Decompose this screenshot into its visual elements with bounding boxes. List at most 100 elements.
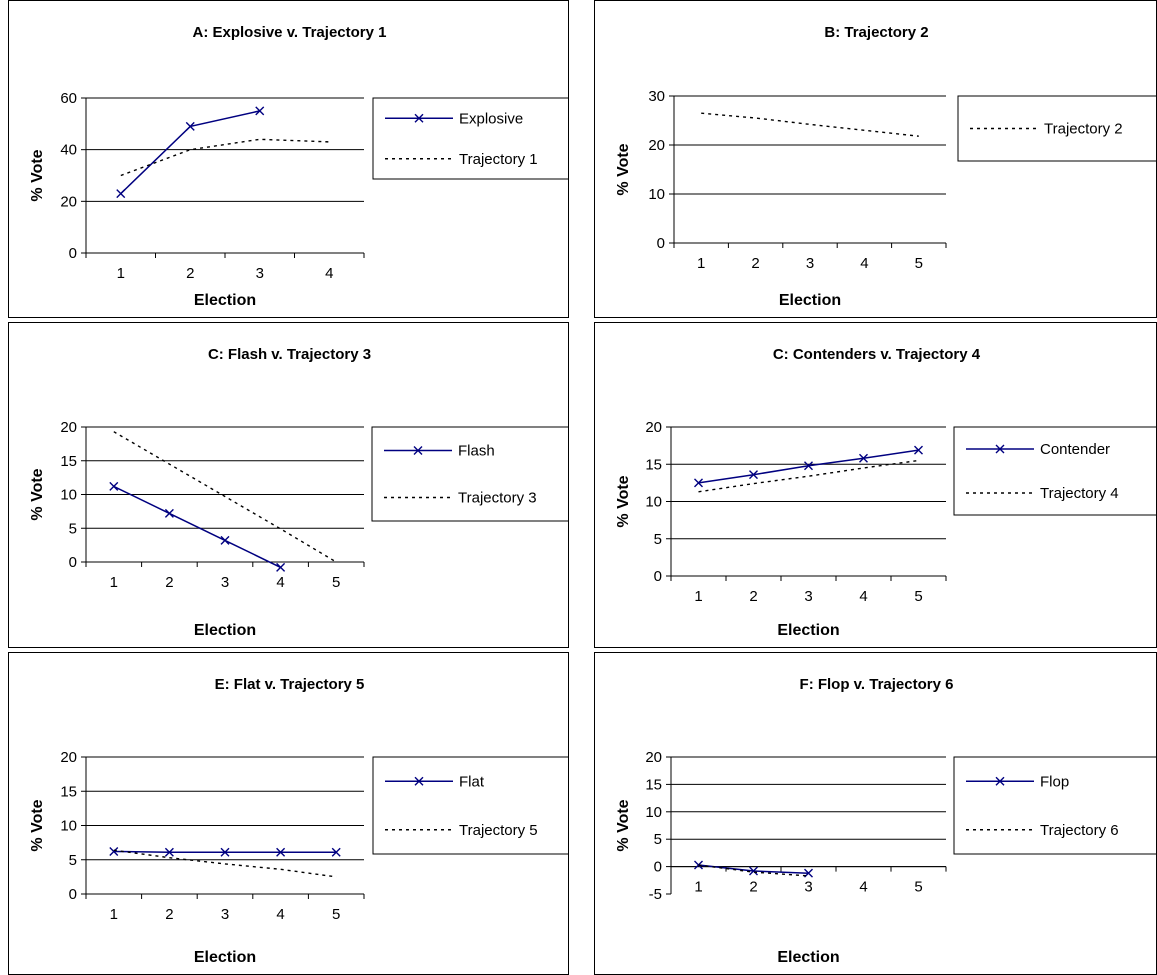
y-tick-label: 5 [69, 520, 77, 537]
y-tick-label: 0 [69, 886, 77, 903]
x-axis-title: Election [194, 622, 256, 639]
chart-svg-2: B: Trajectory 2 0 10 20 30 1 2 3 4 5 Election % Vot… [615, 24, 1156, 309]
x-tick-label: 2 [186, 265, 194, 282]
y-tick-label: 20 [645, 419, 662, 436]
y-tick-label: 10 [60, 818, 77, 835]
y-tick-label: -5 [649, 886, 662, 903]
x-axis-title: Election [779, 292, 841, 309]
x-tick-label: 1 [110, 906, 118, 923]
legend-label-trajectory-4: Trajectory 4 [1040, 485, 1119, 502]
x-tick-label: 5 [914, 588, 922, 605]
x-tick-label: 3 [806, 255, 814, 272]
legend-label-trajectory-6: Trajectory 6 [1040, 822, 1119, 839]
chart-panel-3: C: Flash v. Trajectory 3 0 5 10 15 20 1 2 3 4 5 Ele… [8, 322, 569, 648]
legend-label-trajectory-5: Trajectory 5 [459, 822, 538, 839]
chart-svg-4: C: Contenders v. Trajectory 4 0 5 10 15 20 1 2 3… [615, 346, 1156, 639]
y-tick-label: 15 [60, 783, 77, 800]
legend-marker-flat [414, 776, 424, 786]
data-point-contender [694, 478, 703, 488]
x-tick-label: 5 [915, 255, 923, 272]
chart-title: E: Flat v. Trajectory 5 [215, 676, 365, 693]
x-tick-label: 2 [165, 574, 173, 591]
y-tick-label: 5 [654, 831, 662, 848]
data-point-flop [749, 866, 758, 876]
y-axis-title: % Vote [29, 149, 46, 201]
data-point-flash [164, 508, 174, 518]
y-tick-label: 60 [60, 90, 77, 107]
x-tick-label: 3 [221, 574, 229, 591]
legend-box [371, 426, 568, 522]
x-axis-title: Election [194, 292, 256, 309]
y-tick-label: 10 [60, 487, 77, 504]
x-tick-label: 4 [276, 574, 284, 591]
y-tick-label: 0 [69, 554, 77, 571]
legend-label-flat: Flat [459, 773, 485, 790]
x-tick-label: 1 [697, 255, 705, 272]
x-tick-label: 2 [749, 879, 757, 896]
chart-svg-6: F: Flop v. Trajectory 6 -5 0 5 10 15 20 1 2 3 4 5 El… [615, 676, 1156, 966]
x-tick-label: 5 [332, 906, 340, 923]
x-axis-title: Election [777, 622, 839, 639]
legend-box [953, 426, 1156, 516]
series-line-trajectory-2 [701, 112, 919, 137]
chart-title: C: Contenders v. Trajectory 4 [773, 346, 981, 363]
legend-box [372, 756, 568, 855]
y-tick-label: 20 [60, 193, 77, 210]
chart-title: B: Trajectory 2 [824, 24, 928, 41]
y-tick-label: 15 [645, 776, 662, 793]
y-tick-label: 40 [60, 142, 77, 159]
series-line-explosive [120, 110, 260, 195]
data-point-flash [276, 562, 286, 572]
y-tick-label: 5 [69, 852, 77, 869]
x-tick-label: 3 [221, 906, 229, 923]
data-point-explosive [116, 189, 126, 199]
legend-label-trajectory-1: Trajectory 1 [459, 151, 538, 168]
y-tick-label: 30 [648, 88, 665, 105]
chart-title: F: Flop v. Trajectory 6 [800, 676, 954, 693]
y-tick-label: 5 [654, 531, 662, 548]
y-tick-label: 20 [645, 749, 662, 766]
y-tick-label: 15 [60, 453, 77, 470]
data-point-flat [331, 847, 341, 857]
y-tick-label: 0 [654, 568, 662, 585]
chart-panel-2: B: Trajectory 2 0 10 20 30 1 2 3 4 5 Election % Vot… [594, 0, 1157, 318]
legend-box [372, 97, 568, 180]
chart-svg-3: C: Flash v. Trajectory 3 0 5 10 15 20 1 2 3 4 5 Ele… [29, 346, 568, 639]
chart-svg-5: E: Flat v. Trajectory 5 0 5 10 15 20 1 2 3 4 5 Elec… [29, 676, 568, 966]
y-tick-label: 0 [657, 235, 665, 252]
y-axis-title: % Vote [615, 143, 632, 195]
x-tick-label: 2 [165, 906, 173, 923]
y-tick-label: 10 [645, 494, 662, 511]
y-axis-title: % Vote [29, 468, 46, 520]
legend-label-flop: Flop [1040, 773, 1069, 790]
legend-label-trajectory-3: Trajectory 3 [458, 490, 537, 507]
y-axis-title: % Vote [615, 475, 632, 527]
data-point-flat [164, 847, 174, 857]
x-tick-label: 1 [694, 588, 702, 605]
y-tick-label: 0 [654, 859, 662, 876]
data-point-explosive [255, 106, 265, 116]
y-axis-title: % Vote [615, 799, 632, 851]
x-tick-label: 1 [694, 879, 702, 896]
y-tick-label: 15 [645, 456, 662, 473]
legend-label-trajectory-2: Trajectory 2 [1044, 121, 1123, 138]
series-line-trajectory-4 [698, 459, 919, 493]
x-tick-label: 3 [804, 588, 812, 605]
x-tick-label: 3 [256, 265, 264, 282]
x-axis-title: Election [777, 949, 839, 966]
legend-marker-flash [413, 446, 423, 455]
series-line-trajectory-5 [113, 849, 337, 878]
y-tick-label: 0 [69, 245, 77, 262]
legend-label-flash: Flash [458, 443, 495, 460]
chart-svg-1: A: Explosive v. Trajectory 1 0 20 40 60 1 2 3 4 E… [29, 24, 568, 309]
chart-title: C: Flash v. Trajectory 3 [208, 346, 371, 363]
legend-marker-flop [995, 776, 1005, 786]
x-tick-label: 1 [110, 574, 118, 591]
y-tick-label: 20 [60, 419, 77, 436]
chart-panel-4: C: Contenders v. Trajectory 4 0 5 10 15 20 1 2 3… [594, 322, 1157, 648]
data-point-contender [749, 470, 758, 480]
x-tick-label: 4 [859, 588, 867, 605]
chart-title: A: Explosive v. Trajectory 1 [193, 24, 387, 41]
x-tick-label: 4 [276, 906, 284, 923]
